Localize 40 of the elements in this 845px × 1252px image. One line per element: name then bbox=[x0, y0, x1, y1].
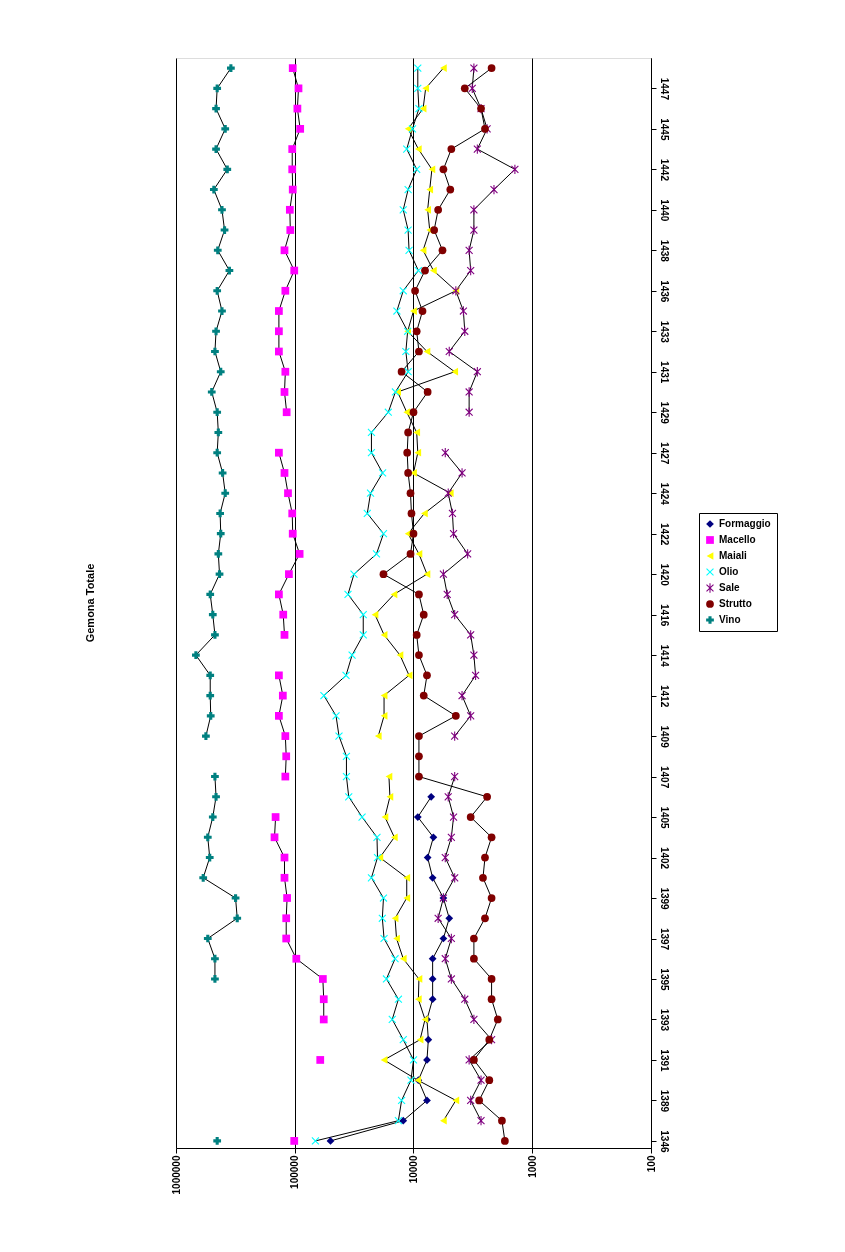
y-tick-label: 1412 bbox=[658, 684, 670, 708]
y-tick-label: 1414 bbox=[658, 644, 670, 668]
y-tick-label: 1399 bbox=[658, 887, 670, 911]
legend-label: Strutto bbox=[719, 598, 752, 609]
legend-label: Sale bbox=[719, 582, 741, 593]
x-tick-label: 10000 bbox=[408, 1155, 419, 1184]
y-tick-label: 1431 bbox=[658, 361, 670, 384]
x-tick-label: 1000000 bbox=[170, 1155, 182, 1195]
y-tick-label: 1405 bbox=[658, 806, 670, 830]
y-tick-label: 1436 bbox=[658, 280, 670, 303]
y-tick-label: 1393 bbox=[658, 1008, 670, 1032]
y-tick-label: 1442 bbox=[658, 158, 670, 182]
y-tick-label: 1427 bbox=[658, 442, 670, 465]
y-tick-label: 1395 bbox=[658, 968, 670, 992]
y-tick-label: 1420 bbox=[658, 563, 670, 587]
y-tick-label: 1402 bbox=[658, 846, 670, 870]
y-tick-label: 1440 bbox=[658, 199, 670, 222]
y-tick-label: 1429 bbox=[658, 401, 670, 425]
x-tick-label: 1000 bbox=[526, 1155, 538, 1178]
legend-label: Macello bbox=[719, 534, 756, 545]
y-tick-label: 1422 bbox=[658, 523, 670, 546]
y-tick-label: 1409 bbox=[658, 725, 670, 749]
y-tick-label: 1407 bbox=[658, 765, 670, 789]
legend-label: Maiali bbox=[719, 550, 748, 561]
y-tick-label: 1445 bbox=[658, 118, 670, 141]
legend-label: Olio bbox=[719, 566, 739, 577]
legend-label: Vino bbox=[719, 614, 741, 625]
text: Gemona Totale bbox=[84, 563, 96, 643]
y-tick-label: 1389 bbox=[658, 1089, 670, 1113]
y-tick-label: 1416 bbox=[658, 604, 670, 627]
y-tick-label: 1447 bbox=[658, 77, 670, 101]
y-tick-label: 1438 bbox=[658, 239, 670, 263]
y-tick-label: 1433 bbox=[658, 320, 670, 344]
y-tick-label: 1346 bbox=[658, 1130, 670, 1153]
y-tick-label: 1424 bbox=[658, 482, 670, 506]
y-tick-label: 1391 bbox=[658, 1049, 670, 1073]
legend-label: Formaggio bbox=[719, 518, 771, 529]
x-tick-label: 100 bbox=[645, 1155, 657, 1173]
x-tick-label: 100000 bbox=[289, 1155, 301, 1189]
y-tick-label: 1397 bbox=[658, 927, 670, 951]
